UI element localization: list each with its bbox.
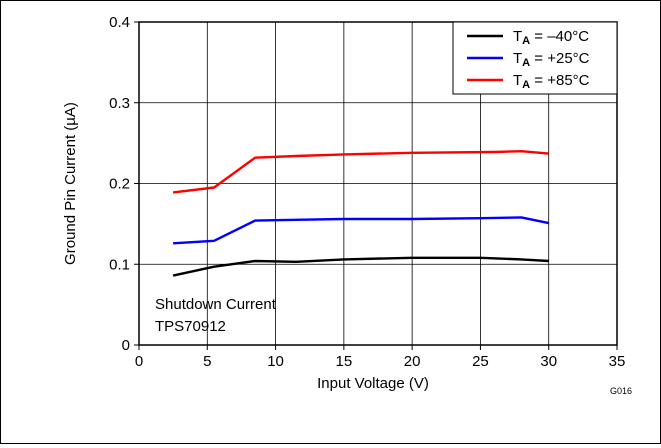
- x-tick-label: 15: [336, 353, 353, 370]
- x-tick-label: 25: [472, 353, 489, 370]
- annotation-shutdown-current: Shutdown Current: [155, 296, 277, 313]
- series-line-1: [173, 216, 549, 245]
- legend-label: TA = +25°C: [513, 50, 590, 69]
- x-tick-label: 10: [267, 353, 284, 370]
- legend-box: [452, 21, 618, 95]
- x-tick-label: 35: [609, 353, 626, 370]
- annotation-device: TPS70912: [155, 318, 226, 335]
- legend-label: TA = +85°C: [513, 72, 590, 91]
- y-tick-label: 0: [122, 337, 130, 354]
- y-tick-label: 0.4: [109, 14, 130, 31]
- series-line-2: [172, 149, 549, 194]
- series-lines: [172, 149, 549, 277]
- x-axis-label: Input Voltage (V): [317, 375, 429, 392]
- ticks: 0 5 10 15 20 25 30 35 0 0.1 0.2 0.3 0.4: [109, 14, 625, 370]
- figure-id: G016: [610, 386, 632, 396]
- x-tick-label: 30: [540, 353, 557, 370]
- series-line-0: [172, 256, 549, 277]
- y-tick-label: 0.3: [109, 95, 130, 112]
- y-axis-label: Ground Pin Current (µA): [62, 102, 79, 265]
- y-tick-label: 0.1: [109, 256, 130, 273]
- y-tick-label: 0.2: [109, 176, 130, 193]
- legend: TA = –40°C TA = +25°C TA = +85°C: [452, 21, 618, 95]
- x-tick-label: 0: [135, 353, 143, 370]
- legend-label: TA = –40°C: [513, 28, 589, 47]
- x-tick-label: 20: [404, 353, 421, 370]
- x-tick-label: 5: [203, 353, 211, 370]
